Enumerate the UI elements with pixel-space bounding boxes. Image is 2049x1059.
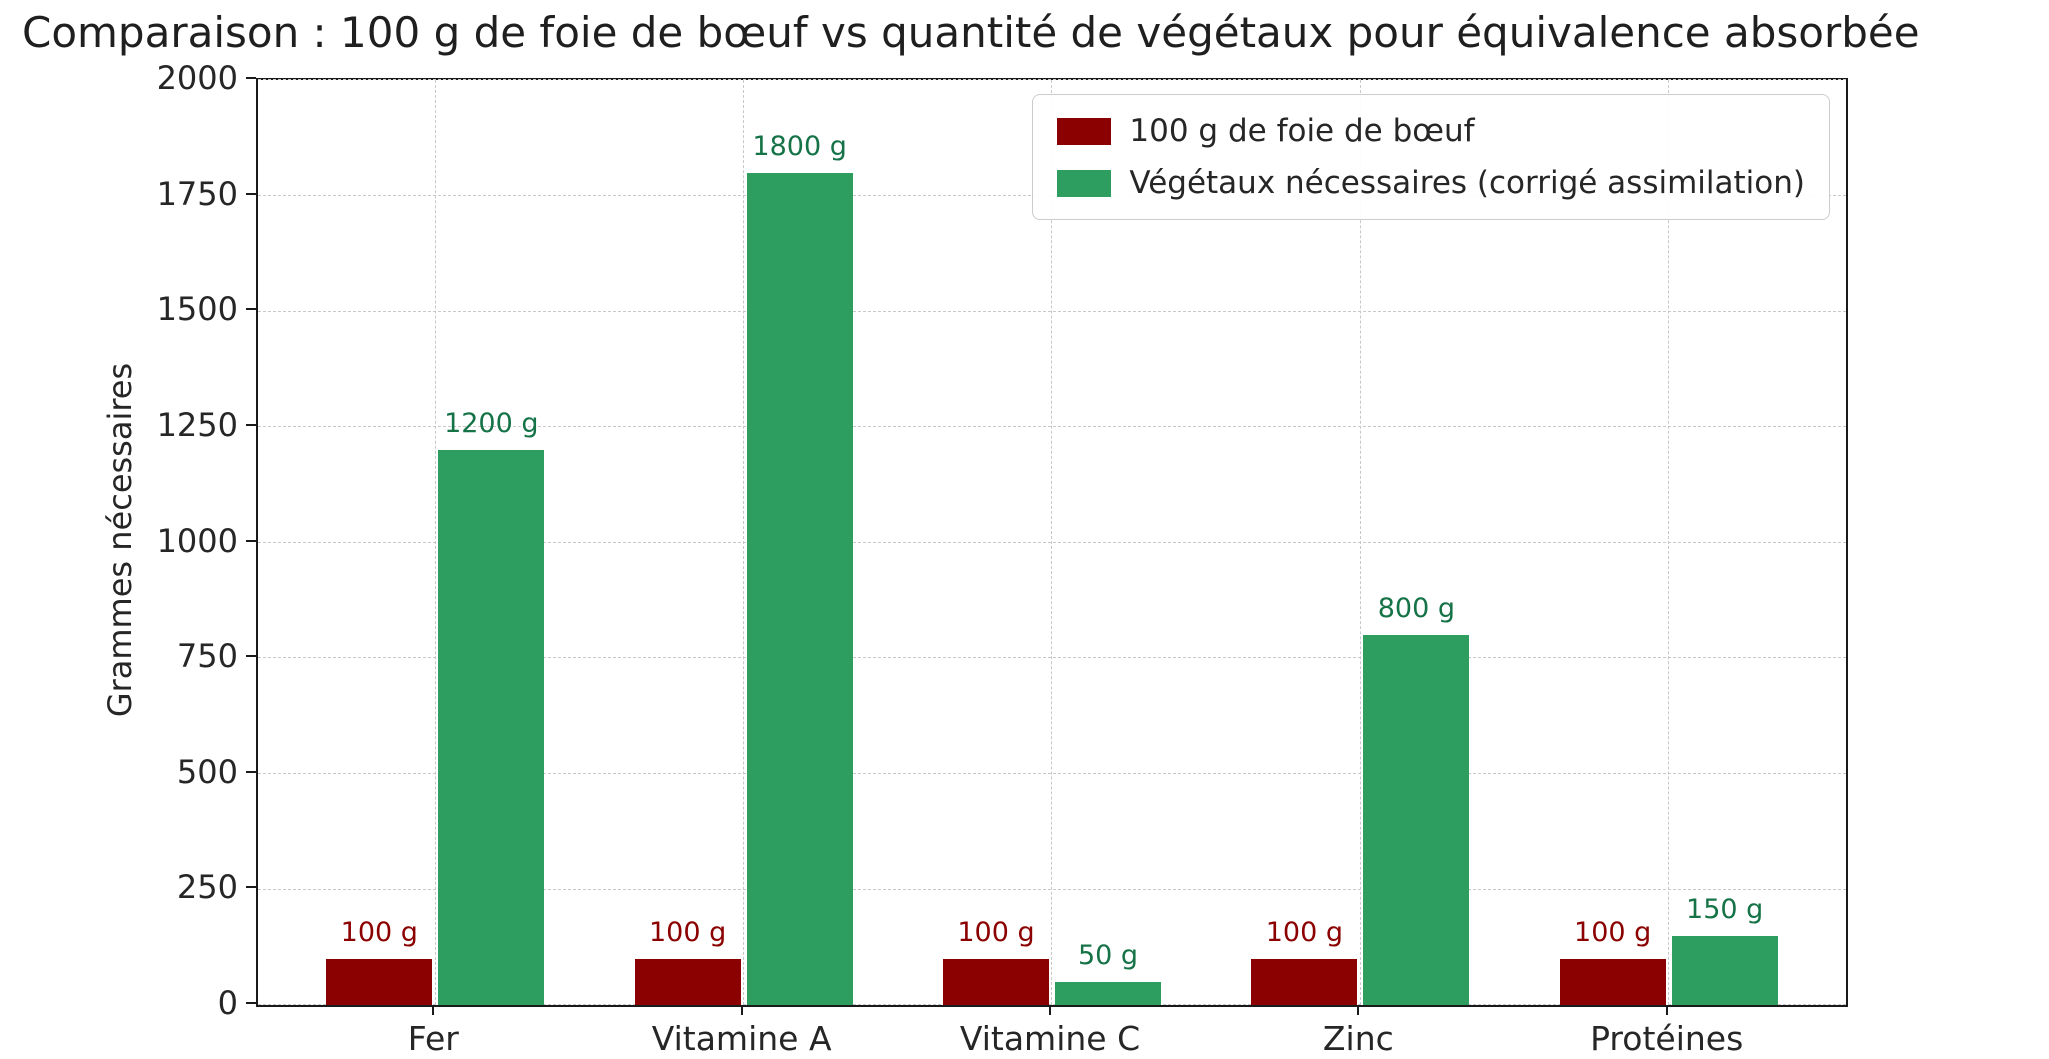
y-tick-mark bbox=[246, 886, 256, 889]
y-tick-mark bbox=[246, 655, 256, 658]
legend-item-liver: 100 g de foie de bœuf bbox=[1057, 113, 1805, 149]
category-label: Vitamine A bbox=[651, 1019, 832, 1058]
v-gridline bbox=[434, 80, 436, 1005]
y-tick-label: 1000 bbox=[156, 521, 238, 560]
value-label: 800 g bbox=[1377, 593, 1455, 624]
category-label: Vitamine C bbox=[959, 1019, 1141, 1058]
bar-vegetables bbox=[746, 172, 853, 1005]
x-tick-mark bbox=[740, 1005, 743, 1015]
value-label: 100 g bbox=[957, 916, 1035, 948]
bars-layer: 100 g 1200 g 100 g 1800 g 100 g 50 g 100 g 800 … bbox=[258, 80, 1846, 1005]
x-tick-mark bbox=[1049, 1005, 1051, 1015]
value-label: 150 g bbox=[1686, 893, 1764, 925]
bar-vegetables bbox=[1055, 981, 1161, 1005]
x-tick-mark bbox=[432, 1005, 435, 1015]
v-gridline bbox=[1359, 80, 1361, 1005]
y-tick-label: 2000 bbox=[156, 59, 238, 97]
legend-label-vegetables: Végétaux nécessaires (corrigé assimilati… bbox=[1129, 165, 1805, 201]
value-label: 100 g bbox=[1265, 916, 1343, 948]
legend-item-vegetables: Végétaux nécessaires (corrigé assimilati… bbox=[1057, 165, 1805, 201]
y-tick-mark bbox=[246, 770, 256, 773]
bar-vegetables bbox=[1363, 635, 1470, 1005]
y-tick-label: 750 bbox=[176, 637, 238, 676]
plot-area: 100 g 1200 g 100 g 1800 g 100 g 50 g 100 g 800 … bbox=[256, 78, 1848, 1007]
legend: 100 g de foie de bœuf Végétaux nécessair… bbox=[1032, 94, 1830, 220]
y-tick-label: 0 bbox=[217, 984, 238, 1022]
y-tick-mark bbox=[246, 539, 256, 542]
bar-liver bbox=[1251, 958, 1358, 1005]
v-gridline bbox=[1667, 80, 1669, 1005]
y-tick-label: 500 bbox=[176, 752, 238, 791]
y-tick-mark bbox=[246, 77, 256, 79]
y-tick-label: 1500 bbox=[156, 290, 238, 329]
y-tick-mark bbox=[246, 423, 256, 426]
value-label: 1800 g bbox=[752, 130, 847, 162]
x-tick-mark bbox=[1665, 1005, 1668, 1015]
value-label: 100 g bbox=[1574, 916, 1652, 948]
y-tick-label: 1250 bbox=[156, 405, 238, 444]
y-tick-mark bbox=[246, 192, 256, 195]
legend-swatch-liver-icon bbox=[1057, 117, 1112, 145]
y-tick-label: 1750 bbox=[156, 174, 238, 213]
category-label: Fer bbox=[407, 1019, 459, 1058]
v-gridline bbox=[742, 80, 744, 1005]
value-label: 100 g bbox=[649, 916, 727, 948]
value-label: 1200 g bbox=[444, 408, 539, 439]
value-label: 100 g bbox=[340, 916, 418, 948]
bar-liver bbox=[326, 958, 433, 1005]
legend-swatch-vegetables-icon bbox=[1057, 169, 1112, 197]
bar-liver bbox=[943, 958, 1049, 1005]
h-gridline bbox=[258, 79, 1846, 81]
y-tick-label: 250 bbox=[176, 868, 238, 907]
category-label: Protéines bbox=[1590, 1019, 1744, 1058]
chart-title: Comparaison : 100 g de foie de bœuf vs q… bbox=[22, 8, 1920, 57]
value-label: 50 g bbox=[1077, 939, 1139, 971]
x-tick-mark bbox=[1357, 1005, 1360, 1015]
y-tick-mark bbox=[246, 1002, 256, 1004]
bar-liver bbox=[1559, 958, 1666, 1005]
category-label: Zinc bbox=[1322, 1019, 1394, 1058]
bar-liver bbox=[634, 958, 741, 1005]
legend-label-liver: 100 g de foie de bœuf bbox=[1129, 113, 1475, 149]
v-gridline bbox=[1051, 80, 1053, 1005]
bar-vegetables bbox=[438, 450, 545, 1005]
bar-vegetables bbox=[1671, 935, 1778, 1005]
y-tick-mark bbox=[246, 308, 256, 311]
